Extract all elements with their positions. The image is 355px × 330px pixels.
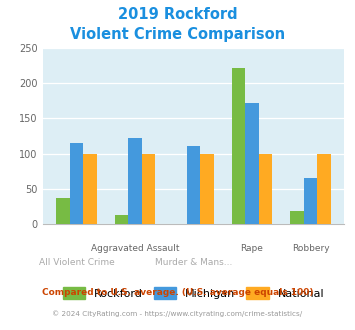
Text: Rape: Rape <box>241 244 263 253</box>
Text: Robbery: Robbery <box>292 244 329 253</box>
Bar <box>259 154 272 224</box>
Bar <box>142 154 155 224</box>
Bar <box>83 154 97 224</box>
Bar <box>56 198 70 224</box>
Text: Murder & Mans...: Murder & Mans... <box>155 258 232 267</box>
Bar <box>304 178 317 224</box>
Text: © 2024 CityRating.com - https://www.cityrating.com/crime-statistics/: © 2024 CityRating.com - https://www.city… <box>53 311 302 317</box>
Bar <box>128 138 142 224</box>
Bar <box>187 146 200 224</box>
Bar <box>232 68 245 224</box>
Bar <box>70 143 83 224</box>
Text: 2019 Rockford: 2019 Rockford <box>118 7 237 22</box>
Bar <box>245 103 259 224</box>
Text: Aggravated Assault: Aggravated Assault <box>91 244 179 253</box>
Legend: Rockford, Michigan, National: Rockford, Michigan, National <box>58 283 329 303</box>
Bar <box>115 215 128 224</box>
Text: Violent Crime Comparison: Violent Crime Comparison <box>70 27 285 42</box>
Bar <box>317 154 331 224</box>
Bar <box>200 154 214 224</box>
Text: All Violent Crime: All Violent Crime <box>39 258 114 267</box>
Bar <box>290 211 304 224</box>
Text: Compared to U.S. average. (U.S. average equals 100): Compared to U.S. average. (U.S. average … <box>42 287 313 297</box>
